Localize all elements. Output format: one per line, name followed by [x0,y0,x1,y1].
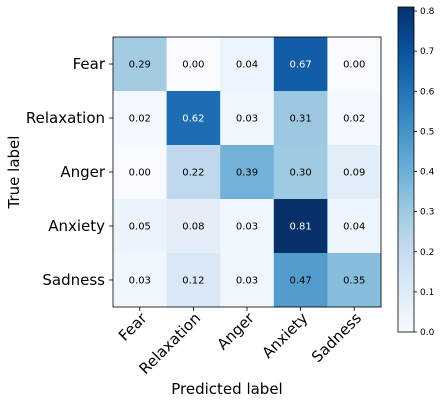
heatmap-cell [113,253,168,308]
colorbar-tick-label: 0.7 [420,47,434,57]
heatmap-cell [327,199,382,254]
heatmap-cell [327,37,382,92]
heatmap-cell [113,199,168,254]
cell-value-label: 0.00 [343,60,365,71]
cell-value-label: 0.03 [236,222,258,233]
colorbar-tick-label: 0.1 [420,288,434,298]
colorbar-gradient [397,6,415,333]
cell-value-label: 0.47 [289,276,311,287]
cell-value-label: 0.03 [129,276,151,287]
cell-value-label: 0.39 [236,168,258,179]
cell-value-label: 0.03 [236,114,258,125]
heatmap-cell [113,37,168,92]
x-tick-label: Anxiety [259,309,312,362]
cell-value-label: 0.67 [289,60,311,71]
cell-value-label: 0.09 [343,168,365,179]
x-tick-label: Anger [214,309,259,354]
cell-value-label: 0.02 [129,114,151,125]
cell-value-label: 0.03 [236,276,258,287]
heatmap-cell [273,199,328,254]
heatmap-cell [220,91,275,146]
heatmap-cell [327,145,382,200]
y-tick-label: Anger [60,163,106,181]
cell-value-label: 0.29 [129,60,151,71]
heatmap-cell [327,91,382,146]
y-tick-label: Sadness [42,271,105,289]
cell-value-label: 0.62 [182,114,204,125]
y-tick-labels: Fear Relaxation Anger Anxiety Sadness [26,55,113,289]
colorbar-tick-label: 0.4 [420,168,435,178]
cell-value-label: 0.04 [236,60,258,71]
heatmap-cell [166,253,221,308]
heatmap-cell [166,37,221,92]
cell-value-label: 0.08 [182,222,204,233]
colorbar-tick-label: 0.3 [420,208,434,218]
colorbar-tick-label: 0.2 [420,248,434,258]
cell-value-label: 0.35 [343,276,365,287]
heatmap-cell [273,91,328,146]
heatmap-cell [220,199,275,254]
cell-value-label: 0.31 [289,114,311,125]
x-axis-title: Predicted label [171,380,282,398]
cell-value-label: 0.00 [182,60,204,71]
colorbar-tick-label: 0.6 [420,87,435,97]
heatmap-cell [327,253,382,308]
heatmap-cell [166,199,221,254]
y-tick-label: Anxiety [48,217,105,235]
heatmap-cell [220,37,275,92]
cell-value-label: 0.30 [289,168,311,179]
colorbar-tick-label: 0.5 [420,127,434,137]
heatmap-cell [273,145,328,200]
cell-value-label: 0.00 [129,168,151,179]
heatmap-cell [113,145,168,200]
heatmap-cell [113,91,168,146]
cell-value-label: 0.05 [129,222,151,233]
cell-value-label: 0.81 [289,222,311,233]
y-tick-label: Fear [73,55,106,73]
colorbar: 0.0 0.1 0.2 0.3 0.4 0.5 0.6 0.7 0.8 [397,6,435,338]
heatmap-cell [220,253,275,308]
cell-value-labels: 0.29 0.00 0.04 0.67 0.00 0.02 0.62 0.03 0.31 0.02… [129,60,366,287]
colorbar-ticks: 0.0 0.1 0.2 0.3 0.4 0.5 0.6 0.7 0.8 [414,7,435,338]
cell-value-label: 0.22 [182,168,204,179]
x-tick-label: Fear [115,309,151,345]
cell-value-label: 0.02 [343,114,365,125]
y-axis-title: True label [5,136,23,210]
x-tick-label: Sadness [308,309,365,366]
heatmap-cell [220,145,275,200]
cell-value-label: 0.12 [182,276,204,287]
heatmap-cells [113,37,382,308]
colorbar-tick-label: 0.0 [420,328,435,338]
cell-value-label: 0.04 [343,222,365,233]
heatmap-cell [273,253,328,308]
colorbar-tick-label: 0.8 [420,7,435,17]
heatmap-cell [166,145,221,200]
y-tick-label: Relaxation [26,109,105,127]
heatmap-cell [273,37,328,92]
heatmap-cell [166,91,221,146]
